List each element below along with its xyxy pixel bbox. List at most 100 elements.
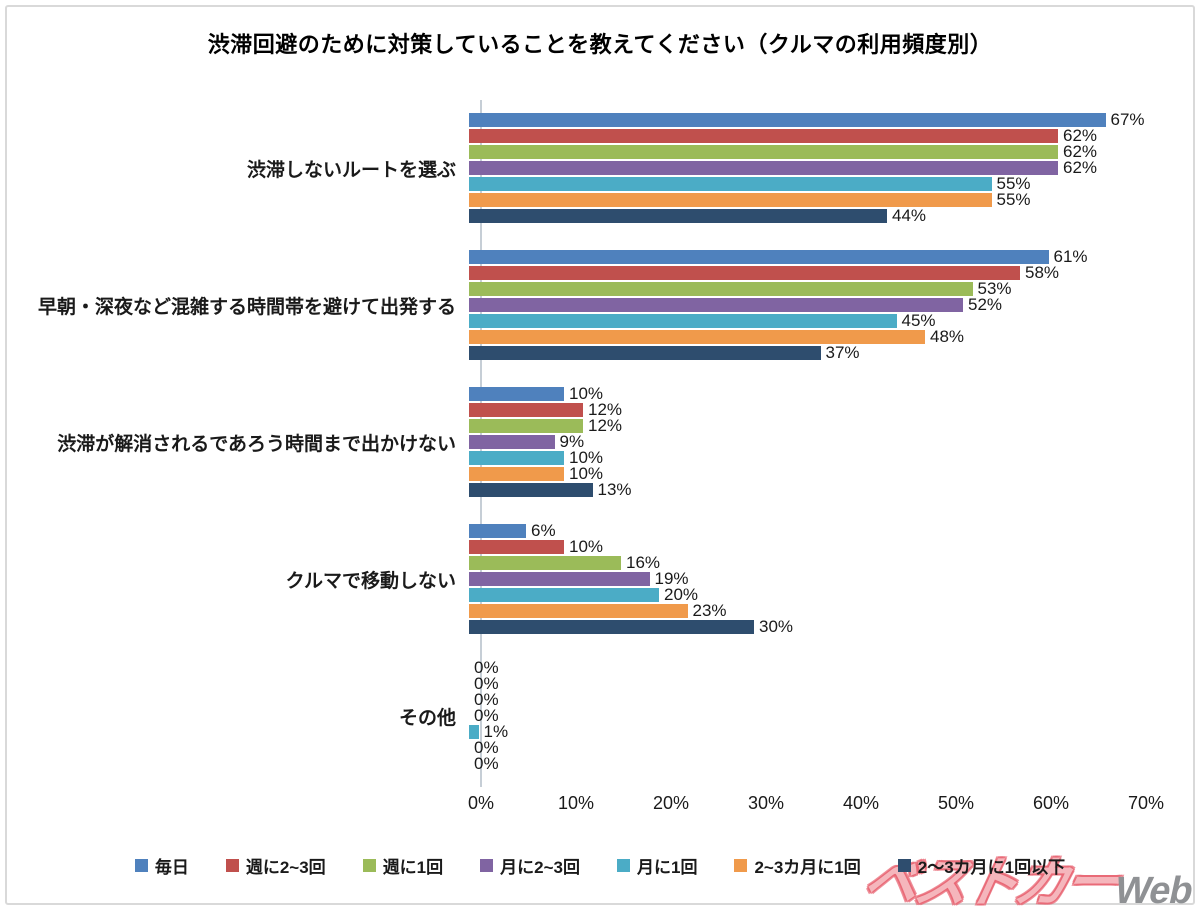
category-group: 渋滞が解消されるであろう時間まで出かけない 10% 12% 12% 9% 10% 10% 13… — [0, 384, 1200, 499]
bar-月に1回 — [469, 451, 564, 465]
bar-週に2~3回 — [469, 129, 1058, 143]
bar-value-label: 0% — [474, 674, 499, 693]
x-tick-label: 40% — [842, 793, 880, 813]
bar-2~3カ月に1回 — [469, 193, 992, 207]
bar-value-label: 6% — [531, 521, 556, 540]
bar-月に1回 — [469, 314, 897, 328]
category-label: クルマで移動しない — [285, 570, 456, 592]
bar-value-label: 10% — [569, 464, 604, 483]
bar-毎日 — [469, 113, 1106, 127]
bar-2～3カ月に1回以下 — [469, 209, 887, 223]
bar-row: 0% — [469, 674, 1169, 693]
bar-row: 1% — [469, 722, 1169, 741]
bar-月に1回 — [469, 588, 659, 602]
bar-週に1回 — [469, 419, 583, 433]
category-label: 早朝・深夜など混雑する時間帯を避けて出発する — [37, 296, 456, 318]
bar-週に1回 — [469, 282, 973, 296]
bar-週に2~3回 — [469, 540, 564, 554]
bar-value-label: 44% — [892, 206, 927, 225]
category-label: 渋滞しないルートを選ぶ — [246, 159, 456, 181]
bar-row: 45% — [469, 311, 1169, 330]
category-bars: 0% 0% 0% 0% 1% 0% 0% — [469, 658, 1169, 773]
bar-value-label: 62% — [1063, 142, 1098, 161]
bar-value-label: 0% — [474, 706, 499, 725]
bar-value-label: 10% — [569, 384, 604, 403]
bar-row: 53% — [469, 279, 1169, 298]
bar-row: 58% — [469, 263, 1169, 282]
bar-毎日 — [469, 524, 526, 538]
bar-週に2~3回 — [469, 403, 583, 417]
bar-value-label: 1% — [483, 722, 509, 741]
bar-value-label: 53% — [977, 279, 1012, 298]
category-label: その他 — [398, 707, 456, 729]
bar-2～3カ月に1回以下 — [469, 483, 593, 497]
bar-row: 55% — [469, 191, 1169, 208]
bar-2~3カ月に1回 — [469, 467, 564, 481]
x-tick-label: 10% — [557, 793, 595, 813]
bar-row: 20% — [469, 586, 1169, 603]
legend-swatch-icon — [897, 859, 911, 872]
bar-row: 30% — [469, 618, 1169, 635]
bar-row: 0% — [469, 658, 1169, 677]
legend: 毎日 週に2~3回 週に1回 月に2~3回 月に1回 2~3カ月に1回 2～3カ月に1回以下 — [0, 853, 1200, 878]
legend-item: 2～3カ月に1回以下 — [897, 853, 1065, 878]
bar-row: 23% — [469, 602, 1169, 619]
bar-row: 12% — [469, 416, 1169, 435]
legend-swatch-icon — [480, 859, 494, 872]
bar-value-label: 10% — [569, 537, 604, 556]
bar-row: 6% — [469, 521, 1169, 540]
bar-value-label: 52% — [968, 295, 1003, 314]
bar-value-label: 45% — [901, 311, 936, 330]
bar-row: 48% — [469, 327, 1169, 346]
bar-毎日 — [469, 250, 1049, 264]
bar-value-label: 62% — [1063, 158, 1098, 177]
bar-value-label: 0% — [474, 754, 499, 773]
category-bars: 6% 10% 16% 19% 20% 23% 30% — [469, 521, 1169, 635]
category-group: クルマで移動しない 6% 10% 16% 19% 20% 23% 30% — [0, 521, 1200, 635]
legend-swatch-icon — [362, 859, 376, 872]
bar-value-label: 0% — [474, 658, 499, 677]
category-bars: 67% 62% 62% 62% 55% 55% 44% — [469, 110, 1169, 225]
bar-row: 13% — [469, 480, 1169, 499]
bar-value-label: 48% — [930, 327, 965, 346]
bar-value-label: 67% — [1110, 110, 1145, 129]
bar-value-label: 58% — [1025, 263, 1060, 282]
bar-月に2~3回 — [469, 161, 1058, 175]
bar-row: 10% — [469, 537, 1169, 556]
legend-swatch-icon — [134, 859, 148, 872]
bar-value-label: 62% — [1063, 126, 1098, 145]
bar-毎日 — [469, 387, 564, 401]
bar-月に1回 — [469, 177, 992, 191]
bar-value-label: 37% — [825, 343, 860, 362]
legend-item: 月に2~3回 — [480, 853, 580, 878]
legend-label: 週に1回 — [382, 858, 444, 877]
bar-2～3カ月に1回以下 — [469, 346, 821, 360]
category-bars: 61% 58% 53% 52% 45% 48% 37% — [469, 247, 1169, 362]
bar-value-label: 13% — [597, 480, 632, 499]
bar-value-label: 55% — [996, 174, 1031, 193]
bar-row: 62% — [469, 142, 1169, 161]
x-tick-label: 0% — [467, 793, 494, 813]
bar-月に1回 — [469, 725, 479, 739]
bar-2~3カ月に1回 — [469, 330, 925, 344]
bar-月に2~3回 — [469, 572, 650, 586]
bar-row: 12% — [469, 401, 1169, 418]
x-axis: 0% 10% 20% 30% 40% 50% 60% 70% — [0, 793, 1200, 817]
legend-item: 毎日 — [134, 853, 189, 878]
bar-row: 19% — [469, 569, 1169, 588]
category-label: 渋滞が解消されるであろう時間まで出かけない — [57, 433, 456, 455]
legend-item: 2~3カ月に1回 — [734, 853, 861, 878]
bar-value-label: 12% — [588, 416, 623, 435]
bar-row: 10% — [469, 464, 1169, 483]
bar-row: 9% — [469, 433, 1169, 450]
x-tick-label: 60% — [1032, 793, 1070, 813]
bar-週に1回 — [469, 145, 1058, 159]
bar-value-label: 19% — [654, 569, 689, 588]
bar-value-label: 61% — [1053, 247, 1088, 266]
legend-swatch-icon — [734, 859, 748, 872]
bar-row: 37% — [469, 343, 1169, 362]
legend-swatch-icon — [617, 859, 630, 872]
bar-row: 0% — [469, 706, 1169, 725]
bar-row: 0% — [469, 739, 1169, 756]
bar-row: 67% — [469, 110, 1169, 129]
